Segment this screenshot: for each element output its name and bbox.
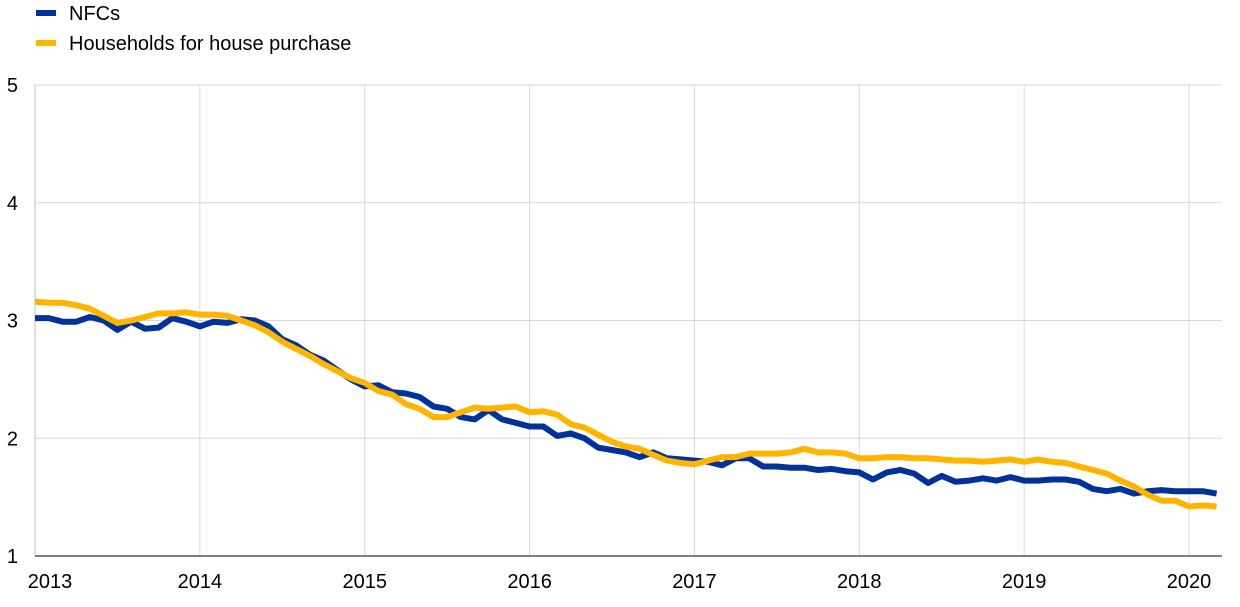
series-line-households	[34, 298, 1217, 510]
x-tick-label: 2013	[28, 571, 73, 593]
legend-item: NFCs	[36, 3, 120, 25]
x-tick-label: 2017	[672, 571, 717, 593]
legend-label: Households for house purchase	[69, 33, 351, 55]
legend: NFCs Households for house purchase	[36, 3, 351, 55]
x-tick-label: 2016	[507, 571, 552, 593]
x-tick-label: 2020	[1167, 571, 1212, 593]
x-tick-label: 2015	[342, 571, 387, 593]
series-line-nfcs	[35, 314, 1218, 497]
y-tick-label: 3	[7, 311, 18, 333]
y-tick-label: 4	[7, 193, 18, 215]
legend-item: Households for house purchase	[36, 33, 351, 55]
y-tick-label: 2	[7, 428, 18, 450]
x-tick-label: 2014	[178, 571, 223, 593]
legend-swatch	[36, 40, 56, 46]
y-tick-label: 5	[7, 75, 18, 97]
y-tick-label: 1	[7, 546, 18, 568]
legend-label: NFCs	[69, 3, 120, 25]
x-tick-label: 2018	[837, 571, 882, 593]
x-tick-label: 2019	[1002, 571, 1047, 593]
axes: 1 2 3 4 5 2013 2014 2015 2016 2017 2018 2019 2020	[7, 75, 1222, 593]
series-group	[34, 298, 1218, 510]
legend-swatch	[36, 10, 56, 16]
